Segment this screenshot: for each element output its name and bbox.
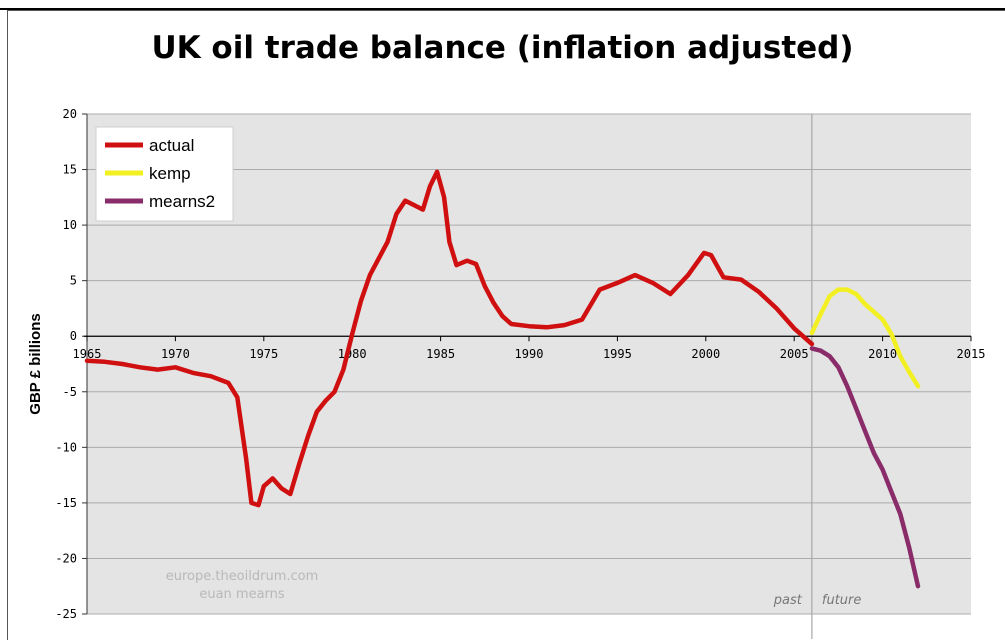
y-axis-label: GBP £ billions: [27, 313, 44, 414]
past-label: past: [773, 593, 803, 608]
y-tick-label: -10: [55, 440, 77, 454]
y-tick-label: 5: [70, 274, 77, 288]
x-tick-label: 1965: [73, 347, 102, 361]
y-tick-label: 10: [63, 218, 77, 232]
legend-label-actual: actual: [149, 136, 194, 155]
x-tick-label: 1970: [161, 347, 190, 361]
x-tick-label: 1975: [249, 347, 278, 361]
y-tick-label: 20: [63, 107, 77, 121]
source-watermark-2: euan mearns: [199, 587, 285, 602]
source-watermark-1: europe.theoildrum.com: [166, 569, 319, 584]
legend-label-kemp: kemp: [149, 164, 191, 183]
y-tick-label: -15: [55, 496, 77, 510]
y-tick-label: 15: [63, 163, 77, 177]
chart-title: UK oil trade balance (inflation adjusted…: [151, 30, 854, 66]
series-lines: [84, 169, 921, 589]
x-tick-label: 1995: [603, 347, 632, 361]
x-tick-label: 1990: [515, 347, 544, 361]
series-kemp-line: [809, 287, 921, 389]
annotations: europe.theoildrum.com euan mearns past futu…: [166, 569, 862, 608]
y-tick-label: -20: [55, 551, 77, 565]
y-tick-label: -25: [55, 607, 77, 621]
y-tick-label: -5: [63, 385, 77, 399]
y-tick-label: 0: [70, 329, 77, 343]
x-tick-label: 2000: [691, 347, 720, 361]
x-tick-label: 2005: [780, 347, 809, 361]
future-label: future: [822, 593, 862, 608]
plot-area: [87, 114, 971, 614]
series-actual-line: [84, 169, 815, 508]
x-tick-label: 2015: [957, 347, 986, 361]
legend: actual kemp mearns2: [95, 126, 234, 222]
legend-label-mearns2: mearns2: [149, 192, 215, 211]
x-tick-label: 1985: [426, 347, 455, 361]
series-mearns2-line: [809, 346, 921, 589]
gridlines: [87, 113, 971, 615]
x-tick-label: 2010: [868, 347, 897, 361]
top-strip: [0, 0, 1005, 10]
x-tick-label: 1980: [338, 347, 367, 361]
